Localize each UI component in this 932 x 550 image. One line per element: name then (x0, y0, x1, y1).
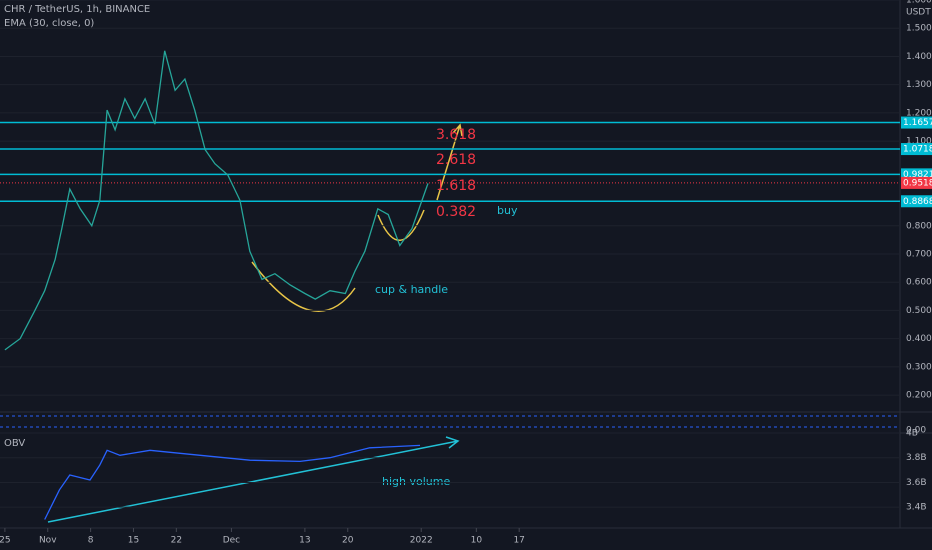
level-label: 0.9821 (903, 170, 932, 180)
fib-label: 1.618 (436, 178, 476, 194)
pattern-note: cup & handle (375, 283, 448, 296)
buy-note: buy (497, 204, 518, 217)
fib-label: 0.382 (436, 204, 476, 220)
volume-trend-arrow (47, 436, 460, 523)
oscillator-tick-label: 0.00 (906, 426, 926, 436)
level-label: 1.0718 (903, 145, 932, 155)
x-tick-label: Dec (223, 536, 240, 546)
handle-curve (377, 209, 425, 241)
level-tag (901, 143, 932, 156)
x-tick-label: 25 (0, 536, 11, 546)
cup-curve (251, 261, 356, 312)
symbol-title: CHR / TetherUS, 1h, BINANCE (4, 4, 150, 15)
x-tick-label: 2022 (410, 536, 433, 546)
level-tag (901, 195, 932, 208)
y-tick-label: 3.8B (906, 453, 927, 463)
series-line (44, 444, 421, 520)
series-line (4, 50, 429, 351)
obv-title: OBV (4, 438, 25, 449)
x-tick-label: 13 (299, 536, 310, 546)
level-label: 0.8868 (903, 197, 932, 207)
target-arrow (436, 123, 463, 201)
level-label: 1.1657 (903, 118, 932, 128)
y-tick-label: 4B (906, 429, 918, 439)
level-tag (901, 116, 932, 129)
currency-label: USDT (906, 8, 931, 18)
y-tick-label: 1.1000 (906, 137, 932, 147)
x-tick-label: Nov (39, 536, 57, 546)
y-tick-label: 0.8000 (906, 221, 932, 231)
y-tick-label: 3.6B (906, 478, 927, 488)
y-tick-label: 3.4B (906, 503, 927, 513)
x-tick-label: 17 (513, 536, 524, 546)
x-tick-label: 15 (128, 536, 139, 546)
fib-label: 3.618 (436, 127, 476, 143)
fib-label: 2.618 (436, 152, 476, 168)
last-price-label: 0.9518 (903, 178, 932, 188)
x-tick-label: 20 (342, 536, 354, 546)
last-price-tag (901, 176, 932, 189)
x-tick-label: 8 (88, 536, 94, 546)
volume-note: high volume (382, 475, 450, 488)
x-tick-label: 10 (471, 536, 483, 546)
x-tick-label: 22 (171, 536, 182, 546)
indicator-title: EMA (30, close, 0) (4, 18, 94, 29)
